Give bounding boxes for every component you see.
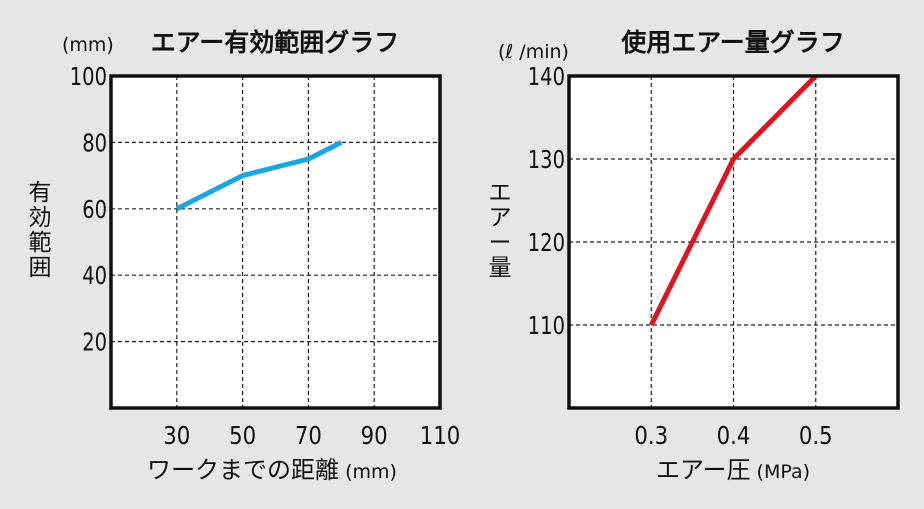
y-unit-label: (ℓ /min) bbox=[498, 41, 569, 63]
plot-area bbox=[111, 76, 440, 408]
chart-1: 20 40 60 80 100 30 50 70 90 110 (mm) エアー有効範囲グラフワークま… bbox=[29, 28, 461, 484]
y-axis-label: 有効範囲 bbox=[29, 180, 52, 281]
y-unit-label: (mm) bbox=[62, 34, 114, 56]
x-tick-label: 110 bbox=[420, 421, 461, 450]
y-tick-label: 60 bbox=[82, 195, 107, 224]
y-tick-label: 100 bbox=[70, 63, 107, 92]
chart-title: 使用エアー量グラフ bbox=[620, 28, 845, 57]
y-tick-label: 40 bbox=[82, 262, 107, 291]
x-axis-label: ワークまでの距離 (mm) bbox=[147, 456, 397, 484]
x-tick-label: 90 bbox=[361, 421, 388, 450]
x-axis-unit: (MPa) bbox=[751, 461, 811, 483]
y-tick-label: 110 bbox=[528, 312, 565, 341]
x-tick-label: 0.4 bbox=[717, 421, 751, 450]
y-tick-label: 130 bbox=[528, 146, 565, 175]
y-axis-label: エアー量 bbox=[489, 180, 512, 281]
y-tick-label: 140 bbox=[528, 63, 565, 92]
x-axis-label-text: エアー圧 bbox=[656, 456, 751, 484]
y-tick-label: 20 bbox=[82, 328, 107, 357]
x-tick-label: 0.3 bbox=[634, 421, 668, 450]
y-tick-label: 120 bbox=[528, 229, 565, 258]
chart-title: エアー有効範囲グラフ bbox=[151, 28, 400, 57]
x-axis-label: エアー圧 (MPa) bbox=[656, 456, 810, 484]
x-tick-label: 0.5 bbox=[799, 421, 833, 450]
x-axis-unit: (mm) bbox=[339, 461, 397, 483]
x-tick-label: 50 bbox=[229, 421, 256, 450]
x-tick-label: 70 bbox=[295, 421, 322, 450]
x-tick-label: 30 bbox=[163, 421, 190, 450]
y-tick-label: 80 bbox=[82, 129, 107, 158]
x-axis-label-text: ワークまでの距離 bbox=[147, 456, 339, 484]
